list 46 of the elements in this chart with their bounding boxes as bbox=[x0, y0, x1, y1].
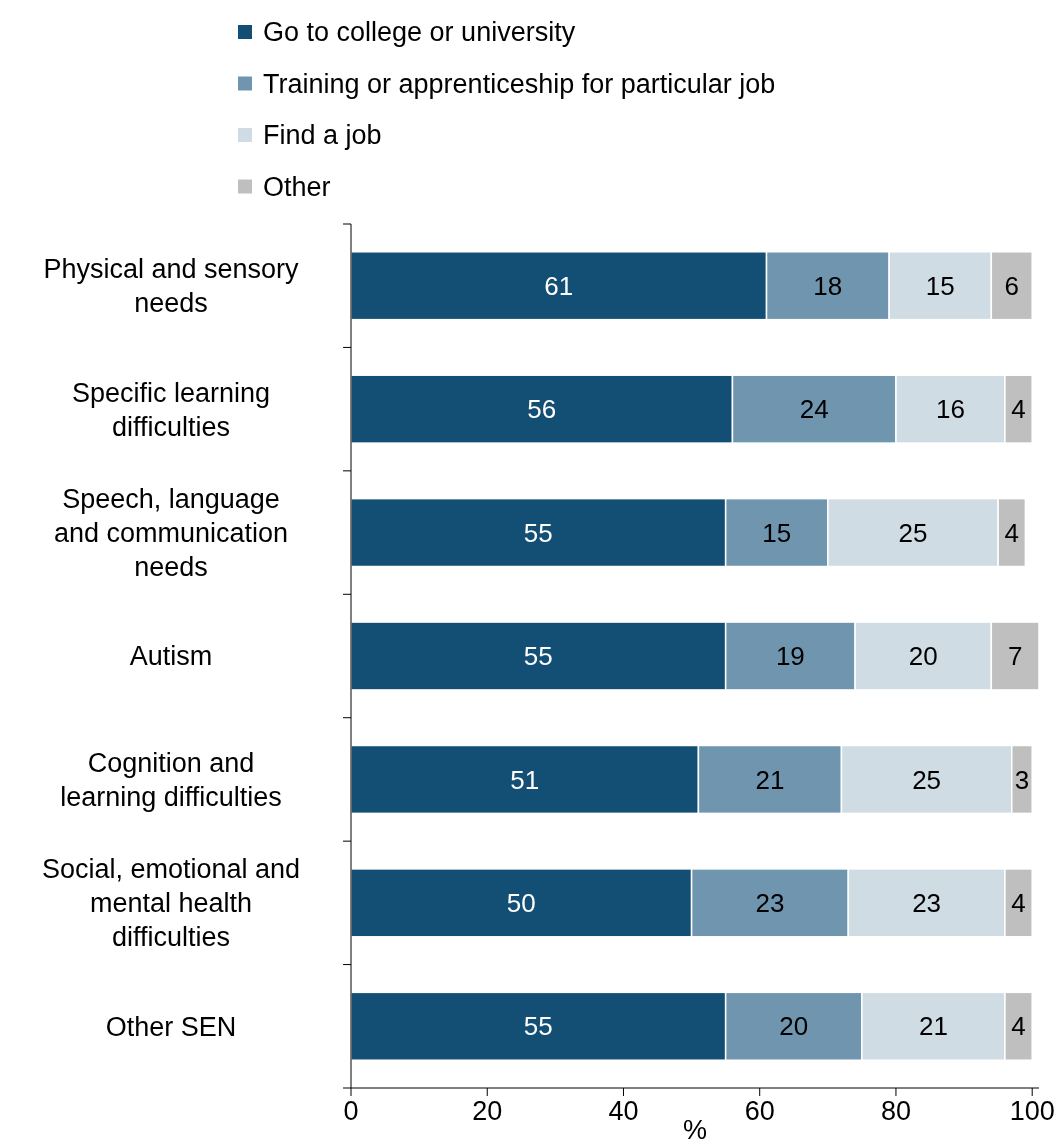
data-label: 4 bbox=[1004, 517, 1019, 548]
data-label: 50 bbox=[506, 887, 536, 918]
x-tick-label: 100 bbox=[1009, 1096, 1055, 1126]
data-label: 25 bbox=[912, 764, 942, 795]
data-label: 55 bbox=[523, 1011, 553, 1042]
data-label: 7 bbox=[1007, 641, 1023, 672]
data-label: 16 bbox=[935, 394, 965, 425]
x-tick-label: 40 bbox=[608, 1096, 639, 1126]
data-label: 56 bbox=[527, 394, 557, 425]
data-label: 55 bbox=[523, 641, 553, 672]
data-label: 23 bbox=[755, 887, 785, 918]
x-axis-title: % bbox=[682, 1115, 708, 1139]
legend-label: Other bbox=[263, 171, 331, 202]
data-label: 55 bbox=[523, 517, 553, 548]
legend-label: Go to college or university bbox=[263, 17, 576, 48]
y-tick-label: Specific learning difficulties bbox=[71, 377, 271, 442]
data-label: 23 bbox=[912, 887, 942, 918]
y-tick-label: Cognition and learning difficulties bbox=[60, 747, 282, 812]
y-tick-label: Social, emotional and mental health difficulties bbox=[41, 854, 301, 953]
x-tick-label: 80 bbox=[880, 1096, 911, 1126]
x-tick-label: 60 bbox=[744, 1096, 775, 1126]
data-label: 20 bbox=[779, 1011, 809, 1042]
data-label: 4 bbox=[1011, 1011, 1026, 1042]
data-label: 61 bbox=[544, 270, 574, 301]
data-label: 21 bbox=[918, 1011, 948, 1042]
legend-label: Find a job bbox=[263, 120, 382, 151]
y-tick-label: Speech, language and communication needs bbox=[53, 484, 289, 583]
data-label: 6 bbox=[1004, 270, 1019, 301]
data-label: 24 bbox=[799, 394, 829, 425]
data-label: 3 bbox=[1014, 764, 1030, 795]
data-label: 4 bbox=[1011, 887, 1026, 918]
data-label: 20 bbox=[908, 641, 938, 672]
data-label: 15 bbox=[925, 270, 955, 301]
data-label: 18 bbox=[813, 270, 843, 301]
x-tick-label: 20 bbox=[472, 1096, 503, 1126]
y-tick-label: Physical and sensory needs bbox=[43, 254, 300, 319]
data-label: 25 bbox=[898, 517, 928, 548]
x-tick-label: 0 bbox=[343, 1096, 359, 1126]
data-label: 51 bbox=[510, 764, 540, 795]
legend-label: Training or apprenticeship for particular job bbox=[263, 68, 776, 99]
data-label: 21 bbox=[755, 764, 785, 795]
data-label: 4 bbox=[1011, 394, 1026, 425]
y-tick-label: Autism bbox=[129, 641, 213, 672]
data-label: 15 bbox=[762, 517, 792, 548]
data-label: 19 bbox=[775, 641, 805, 672]
y-tick-label: Other SEN bbox=[105, 1011, 237, 1042]
